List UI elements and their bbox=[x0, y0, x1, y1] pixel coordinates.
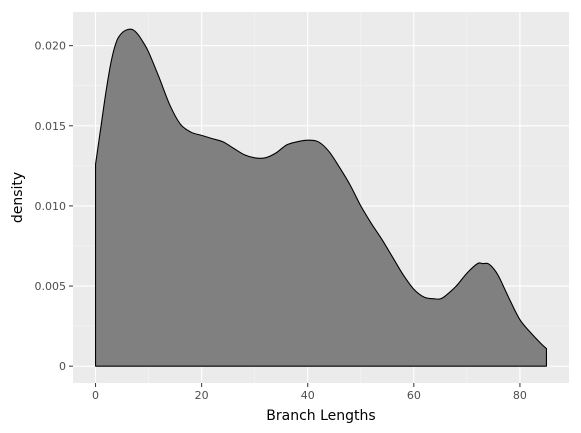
y-axis-title: density bbox=[10, 172, 26, 223]
y-tick-label: 0.015 bbox=[35, 120, 67, 133]
x-tick-label: 0 bbox=[92, 389, 99, 402]
y-tick-label: 0.020 bbox=[35, 40, 67, 53]
density-area bbox=[94, 28, 548, 367]
y-tick-label: 0.010 bbox=[35, 200, 67, 213]
y-tick-label: 0 bbox=[59, 360, 66, 373]
x-axis: 0 20 40 60 80 bbox=[92, 383, 527, 402]
x-tick-label: 60 bbox=[407, 389, 421, 402]
x-tick-label: 80 bbox=[513, 389, 527, 402]
y-tick-label: 0.005 bbox=[35, 280, 67, 293]
x-tick-label: 20 bbox=[195, 389, 209, 402]
x-tick-label: 40 bbox=[301, 389, 315, 402]
x-axis-title: Branch Lengths bbox=[266, 408, 375, 424]
y-axis: 0 0.005 0.010 0.015 0.020 bbox=[35, 40, 73, 373]
